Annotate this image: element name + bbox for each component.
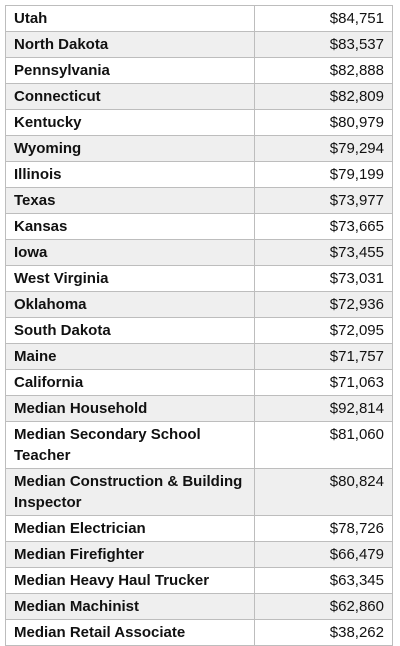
table-row: Median Heavy Haul Trucker $63,345 — [5, 567, 393, 594]
table-body: Utah $84,751 North Dakota $83,537 Pennsylvan… — [5, 5, 393, 646]
row-label: Illinois — [5, 161, 255, 188]
row-label: Maine — [5, 343, 255, 370]
row-label: Connecticut — [5, 83, 255, 110]
row-label: Median Construction & Building Inspector — [5, 468, 255, 516]
row-label: Kentucky — [5, 109, 255, 136]
salary-table: Utah $84,751 North Dakota $83,537 Pennsylvan… — [5, 5, 393, 646]
table-row: Texas $73,977 — [5, 187, 393, 214]
row-label: Utah — [5, 5, 255, 32]
row-value: $80,979 — [254, 109, 393, 136]
row-label: Iowa — [5, 239, 255, 266]
table-row: Kansas $73,665 — [5, 213, 393, 240]
table-row: Median Electrician $78,726 — [5, 515, 393, 542]
table-row: Pennsylvania $82,888 — [5, 57, 393, 84]
row-value: $71,063 — [254, 369, 393, 396]
row-value: $79,294 — [254, 135, 393, 162]
row-label: Median Retail Associate — [5, 619, 255, 646]
table-row: Kentucky $80,979 — [5, 109, 393, 136]
table-row: Median Machinist $62,860 — [5, 593, 393, 620]
row-label: Median Heavy Haul Trucker — [5, 567, 255, 594]
row-value: $63,345 — [254, 567, 393, 594]
table-row: Median Retail Associate $38,262 — [5, 619, 393, 646]
row-value: $83,537 — [254, 31, 393, 58]
row-value: $92,814 — [254, 395, 393, 422]
row-value: $84,751 — [254, 5, 393, 32]
table-row: Median Construction & Building Inspector… — [5, 468, 393, 516]
table-row: Illinois $79,199 — [5, 161, 393, 188]
table-row: Median Secondary School Teacher $81,060 — [5, 421, 393, 469]
row-label: Median Secondary School Teacher — [5, 421, 255, 469]
table-row: Iowa $73,455 — [5, 239, 393, 266]
row-value: $73,665 — [254, 213, 393, 240]
row-label: North Dakota — [5, 31, 255, 58]
row-label: Texas — [5, 187, 255, 214]
row-value: $82,888 — [254, 57, 393, 84]
row-value: $72,095 — [254, 317, 393, 344]
row-value: $73,977 — [254, 187, 393, 214]
row-value: $80,824 — [254, 468, 393, 516]
table-row: Oklahoma $72,936 — [5, 291, 393, 318]
row-value: $81,060 — [254, 421, 393, 469]
table-row: Utah $84,751 — [5, 5, 393, 32]
row-label: West Virginia — [5, 265, 255, 292]
table-row: South Dakota $72,095 — [5, 317, 393, 344]
table-row: Wyoming $79,294 — [5, 135, 393, 162]
row-label: Oklahoma — [5, 291, 255, 318]
row-label: Median Machinist — [5, 593, 255, 620]
row-label: Median Household — [5, 395, 255, 422]
table-row: Median Household $92,814 — [5, 395, 393, 422]
table-row: Median Firefighter $66,479 — [5, 541, 393, 568]
row-label: South Dakota — [5, 317, 255, 344]
row-value: $73,031 — [254, 265, 393, 292]
row-label: Wyoming — [5, 135, 255, 162]
table-row: Connecticut $82,809 — [5, 83, 393, 110]
row-value: $71,757 — [254, 343, 393, 370]
row-value: $66,479 — [254, 541, 393, 568]
row-value: $73,455 — [254, 239, 393, 266]
row-value: $82,809 — [254, 83, 393, 110]
table-row: West Virginia $73,031 — [5, 265, 393, 292]
table-row: California $71,063 — [5, 369, 393, 396]
row-label: Median Firefighter — [5, 541, 255, 568]
row-label: Pennsylvania — [5, 57, 255, 84]
row-value: $78,726 — [254, 515, 393, 542]
row-label: Median Electrician — [5, 515, 255, 542]
row-value: $72,936 — [254, 291, 393, 318]
table-row: Maine $71,757 — [5, 343, 393, 370]
table-row: North Dakota $83,537 — [5, 31, 393, 58]
row-label: California — [5, 369, 255, 396]
row-value: $38,262 — [254, 619, 393, 646]
row-label: Kansas — [5, 213, 255, 240]
row-value: $79,199 — [254, 161, 393, 188]
row-value: $62,860 — [254, 593, 393, 620]
